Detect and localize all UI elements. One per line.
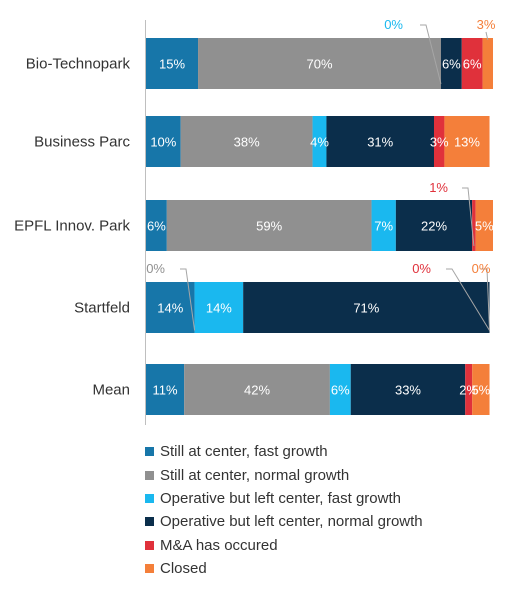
legend-label: Operative but left center, normal growth [160, 513, 423, 531]
data-label: 6% [331, 383, 350, 398]
data-label: 70% [306, 57, 332, 72]
legend-swatch [145, 447, 154, 457]
bar-segment [472, 200, 476, 251]
callout-label: 0% [384, 17, 403, 32]
data-label: 14% [206, 301, 232, 316]
data-label: 7% [374, 219, 393, 234]
callout-label: 0% [472, 261, 491, 276]
legend-item: Closed [145, 557, 423, 580]
bar-segment [440, 38, 462, 89]
bar-segment [166, 200, 372, 251]
data-label: 38% [234, 135, 260, 150]
leader-line [485, 31, 489, 41]
callout-label: 3% [477, 17, 496, 32]
bar-segment [395, 200, 473, 251]
bar-segment [475, 200, 493, 251]
data-label: 2% [459, 383, 478, 398]
bar-segment [329, 364, 351, 415]
legend-item: Operative but left center, normal growth [145, 510, 423, 533]
data-label: 10% [150, 135, 176, 150]
leader-line [462, 187, 475, 246]
legend-swatch [145, 470, 154, 480]
bar-segment [312, 116, 327, 167]
callout-label: 0% [412, 261, 431, 276]
legend-label: Closed [160, 560, 207, 578]
data-label: 14% [157, 301, 183, 316]
data-label: 3% [430, 135, 449, 150]
category-label: Mean [92, 382, 130, 399]
legend-item: Still at center, normal growth [145, 463, 423, 486]
legend-swatch [145, 517, 154, 527]
bar-segment [180, 116, 313, 167]
bar-segment [371, 200, 396, 251]
data-label: 5% [475, 219, 494, 234]
bar-segment [184, 364, 330, 415]
legend: Still at center, fast growth Still at cen… [145, 440, 423, 580]
data-label: 22% [421, 219, 447, 234]
leader-line [446, 268, 490, 331]
data-label: 71% [353, 301, 379, 316]
data-label: 5% [471, 383, 490, 398]
data-label: 59% [256, 219, 282, 234]
bar-segment [146, 282, 195, 333]
data-label: 42% [244, 383, 270, 398]
bar-segment [444, 116, 490, 167]
legend-label: M&A has occured [160, 536, 278, 554]
data-label: 6% [442, 57, 461, 72]
bar-segment [465, 364, 473, 415]
bar-segment [146, 364, 185, 415]
bar-segment [243, 282, 490, 333]
data-label: 13% [454, 135, 480, 150]
leader-line [481, 268, 491, 331]
bar-segment [461, 38, 483, 89]
category-label: Bio-Technopark [26, 56, 131, 73]
category-label: EPFL Innov. Park [14, 218, 130, 235]
bar-segment [482, 38, 493, 89]
bar-segment [194, 282, 244, 333]
bar-segment [434, 116, 445, 167]
callout-label: 1% [429, 180, 448, 195]
leader-line [420, 24, 442, 85]
data-label: 6% [147, 219, 166, 234]
bar-segment [198, 38, 441, 89]
data-label: 11% [153, 383, 178, 398]
data-label: 15% [159, 57, 185, 72]
legend-swatch [145, 493, 154, 503]
legend-label: Still at center, fast growth [160, 443, 328, 461]
legend-item: Operative but left center, fast growth [145, 487, 423, 510]
chart: Bio-Technopark 15% 70% 6% 6%Business Parc 10%… [14, 17, 496, 425]
legend-label: Operative but left center, fast growth [160, 489, 401, 507]
leader-line [180, 268, 196, 331]
bar-segment [146, 38, 199, 89]
legend-item: M&A has occured [145, 534, 423, 557]
bar-segment [326, 116, 435, 167]
legend-swatch [145, 540, 154, 550]
data-label: 31% [367, 135, 393, 150]
data-label: 33% [395, 383, 421, 398]
bar-segment [472, 364, 490, 415]
category-label: Business Parc [34, 134, 130, 151]
legend-label: Still at center, normal growth [160, 466, 350, 484]
category-label: Startfeld [74, 300, 130, 317]
legend-item: Still at center, fast growth [145, 440, 423, 463]
bar-segment [146, 116, 181, 167]
callout-label: 0% [146, 261, 165, 276]
data-label: 4% [310, 135, 329, 150]
bar-segment [350, 364, 466, 415]
legend-swatch [145, 564, 154, 574]
bar-segment [146, 200, 167, 251]
data-label: 6% [463, 57, 482, 72]
